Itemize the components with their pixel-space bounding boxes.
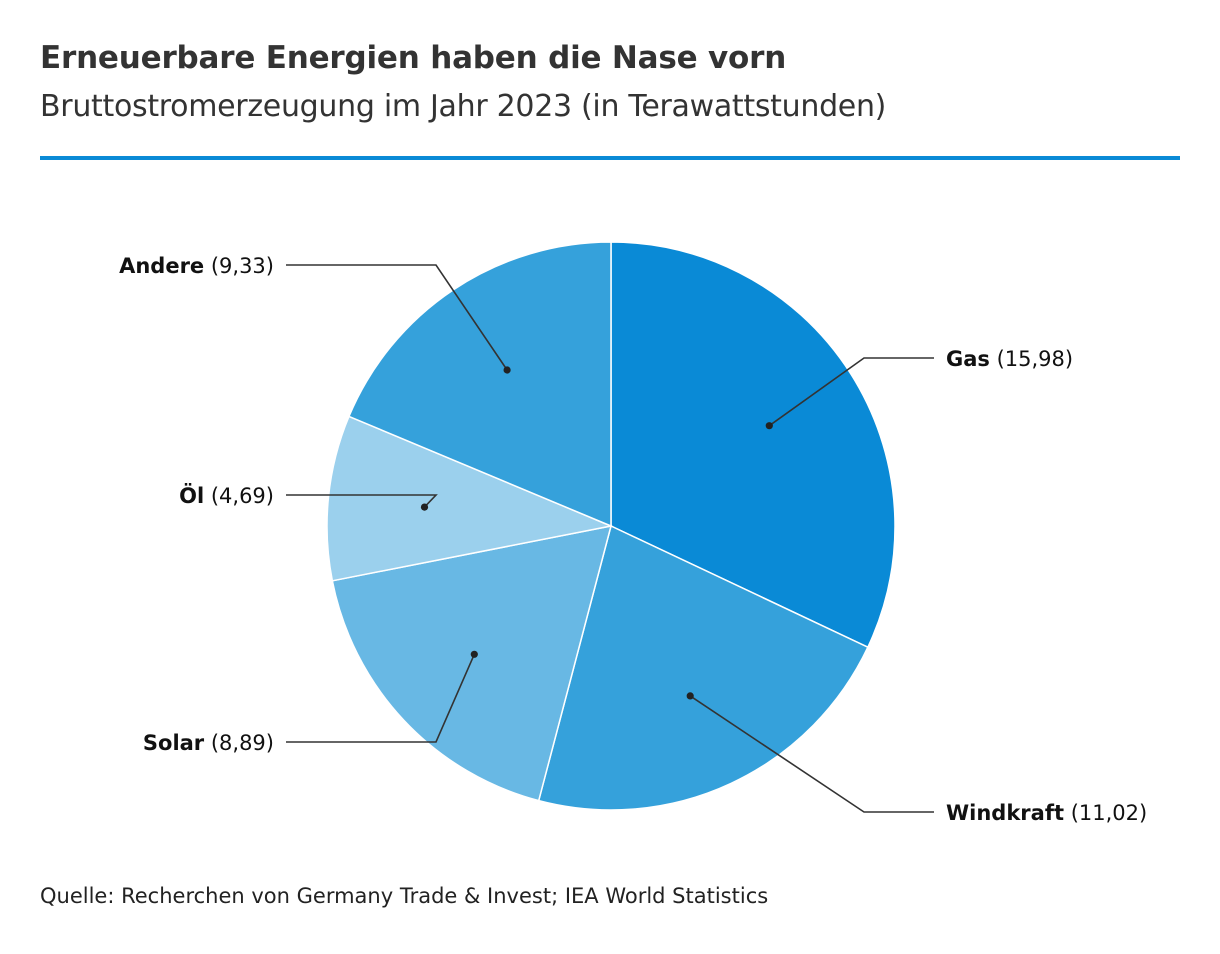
accent-rule (40, 156, 1180, 160)
slice-label-name: Windkraft (946, 801, 1064, 825)
pie-slice-gas (610, 241, 896, 649)
slice-label-windkraft: Windkraft (11,02) (946, 801, 1147, 825)
slice-label-name: Gas (946, 347, 990, 371)
slice-label-name: Solar (143, 731, 205, 755)
slice-label-solar: Solar (8,89) (143, 731, 274, 755)
pie-slice-solar (331, 525, 613, 802)
leader-dot-öl (420, 503, 429, 511)
slice-label-gas: Gas (15,98) (946, 347, 1073, 371)
leader-line-solar (286, 653, 476, 743)
chart-title: Erneuerbare Energien haben die Nase vorn (40, 40, 787, 76)
slice-label-value: (15,98) (990, 347, 1073, 371)
slice-label-value: (9,33) (204, 254, 274, 278)
slice-label-andere: Andere (9,33) (119, 254, 274, 278)
chart-subtitle: Bruttostromerzeugung im Jahr 2023 (in Te… (40, 89, 887, 124)
slice-label-value: (11,02) (1064, 801, 1147, 825)
slice-label-value: (4,69) (204, 484, 274, 508)
leader-line-gas (768, 357, 934, 427)
pie-slice-windkraft (537, 524, 869, 811)
slice-label-öl: Öl (4,69) (179, 483, 274, 508)
slice-label-value: (8,89) (204, 731, 274, 755)
slice-label-name: Andere (119, 254, 204, 278)
leader-line-öl (286, 494, 438, 508)
pie-slice-öl (326, 415, 614, 582)
source-note: Quelle: Recherchen von Germany Trade & I… (40, 884, 769, 908)
pie-slice-andere (348, 241, 612, 528)
leader-line-windkraft (689, 695, 934, 813)
leader-dot-solar (470, 650, 478, 658)
slice-label-name: Öl (179, 483, 204, 508)
leader-dot-andere (503, 366, 511, 374)
leader-dot-gas (765, 422, 773, 430)
leader-line-andere (286, 264, 508, 371)
leader-dot-windkraft (686, 692, 694, 700)
